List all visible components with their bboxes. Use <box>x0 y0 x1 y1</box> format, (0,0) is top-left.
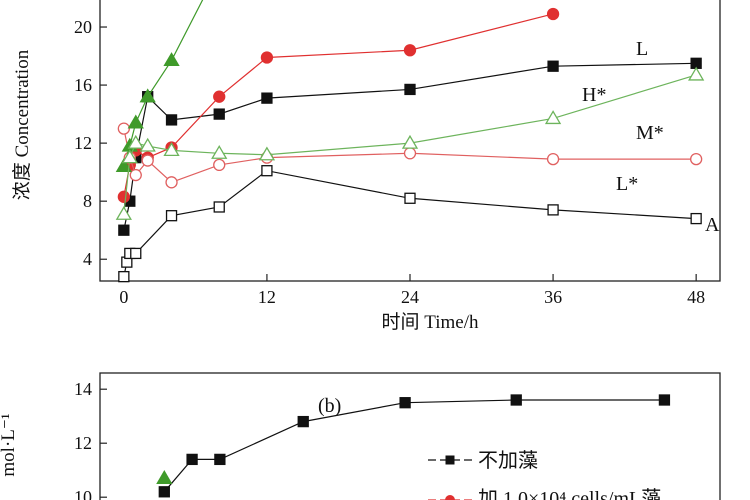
data-point <box>158 486 170 498</box>
bottom-y-axis-title: mol·L⁻¹ <box>0 413 19 477</box>
data-point <box>156 470 173 484</box>
data-point <box>258 146 276 161</box>
data-point <box>139 137 156 152</box>
bottom-series-group <box>156 394 671 498</box>
data-point <box>165 210 178 222</box>
data-point <box>117 190 130 203</box>
top-series-1 <box>118 165 702 283</box>
data-point <box>261 92 273 104</box>
bottom-panel-label: (b) <box>318 395 341 417</box>
data-point <box>546 7 560 21</box>
legend-text-2: 加 1.0×10⁴ cells/mL藻 <box>478 487 661 500</box>
data-point <box>658 394 671 406</box>
top-x-tick-label: 0 <box>119 287 128 307</box>
top-x-axis-title: 时间 Time/h <box>382 311 479 333</box>
series-line <box>163 399 665 493</box>
bottom-y-tick-label: 14 <box>74 379 92 399</box>
data-point <box>214 453 226 466</box>
series-label-H-star: H* <box>582 84 606 106</box>
data-point <box>297 415 309 428</box>
data-point <box>141 154 154 167</box>
data-point <box>547 204 559 216</box>
data-point <box>688 66 705 81</box>
data-point <box>121 149 138 164</box>
data-point <box>261 165 273 177</box>
data-point <box>129 168 142 182</box>
top-series-5 <box>115 66 705 220</box>
data-point <box>165 114 178 126</box>
top-y-tick-label: 12 <box>74 133 92 153</box>
data-point <box>118 270 130 283</box>
series-line <box>123 13 554 197</box>
legend-marker-square <box>445 455 455 465</box>
bottom-y-tick-label: 10 <box>74 487 92 500</box>
data-point <box>690 212 702 225</box>
bottom-legend: 不加藻 加 1.0×10⁴ cells/mL藻 <box>428 449 661 500</box>
data-point <box>403 147 417 160</box>
top-x-tick-label: 12 <box>258 287 276 307</box>
data-point <box>690 152 703 166</box>
data-point <box>260 51 274 64</box>
data-point <box>165 176 178 189</box>
top-x-tick-label: 36 <box>544 287 562 307</box>
top-x-tick-label: 24 <box>401 287 419 307</box>
top-x-tick-label: 48 <box>687 287 705 307</box>
top-series-2 <box>117 7 560 203</box>
data-point <box>127 134 144 149</box>
data-point <box>399 397 411 409</box>
data-point <box>130 247 142 260</box>
data-point <box>213 108 225 120</box>
bottom-y-tick-label: 12 <box>74 433 92 453</box>
data-point <box>213 158 226 172</box>
series-line <box>123 128 697 184</box>
bottom-series-2 <box>156 470 173 484</box>
series-line <box>123 170 697 277</box>
legend-marker-circle <box>445 495 455 500</box>
data-point <box>163 52 180 67</box>
top-y-tick-label: 8 <box>83 191 92 211</box>
top-y-tick-label: 16 <box>74 75 92 95</box>
top-y-tick-label: 4 <box>83 249 92 269</box>
data-point <box>118 224 130 236</box>
top-y-axis-title: 浓度 Concentration <box>11 49 33 200</box>
data-point <box>213 90 226 103</box>
data-point <box>510 394 522 406</box>
data-point <box>547 60 559 72</box>
data-point <box>117 122 130 135</box>
data-point <box>115 158 132 172</box>
data-point <box>404 83 416 96</box>
top-series-group <box>115 0 705 283</box>
data-point <box>139 88 156 103</box>
data-point <box>401 134 419 149</box>
data-point <box>404 192 416 204</box>
data-point <box>546 152 560 166</box>
bottom-axes: 10 12 14 <box>74 379 107 500</box>
bottom-series-0 <box>158 394 671 498</box>
top-y-tick-label: 20 <box>74 17 92 37</box>
series-label-M-star: M* <box>636 122 664 144</box>
bottom-plot-frame <box>99 372 721 500</box>
bottom-chart: 10 12 14 mol·L⁻¹ (b) 不加藻 加 1.0×10⁴ cells/m… <box>0 372 721 500</box>
data-point <box>403 44 417 57</box>
series-line <box>123 74 697 215</box>
top-series-3 <box>117 122 703 189</box>
data-point <box>544 110 562 125</box>
data-point <box>186 453 198 466</box>
series-label-L: L <box>636 38 648 60</box>
data-point <box>127 114 144 129</box>
data-point <box>211 144 228 159</box>
data-point <box>115 205 132 220</box>
series-label-L-star: L* <box>616 173 638 195</box>
data-point <box>163 142 180 157</box>
top-panel-label: A <box>705 214 720 236</box>
legend-text-1: 不加藻 <box>478 449 538 472</box>
data-point <box>213 201 225 213</box>
